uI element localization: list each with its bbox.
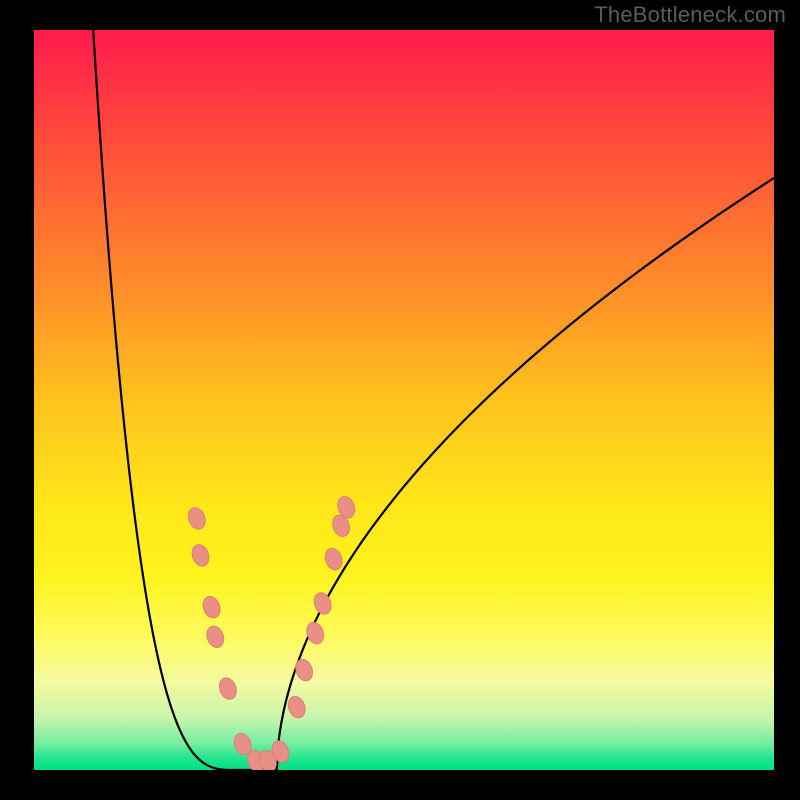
chart-panel: [34, 30, 774, 770]
gradient-background: [34, 30, 774, 770]
watermark-text: TheBottleneck.com: [594, 2, 786, 28]
